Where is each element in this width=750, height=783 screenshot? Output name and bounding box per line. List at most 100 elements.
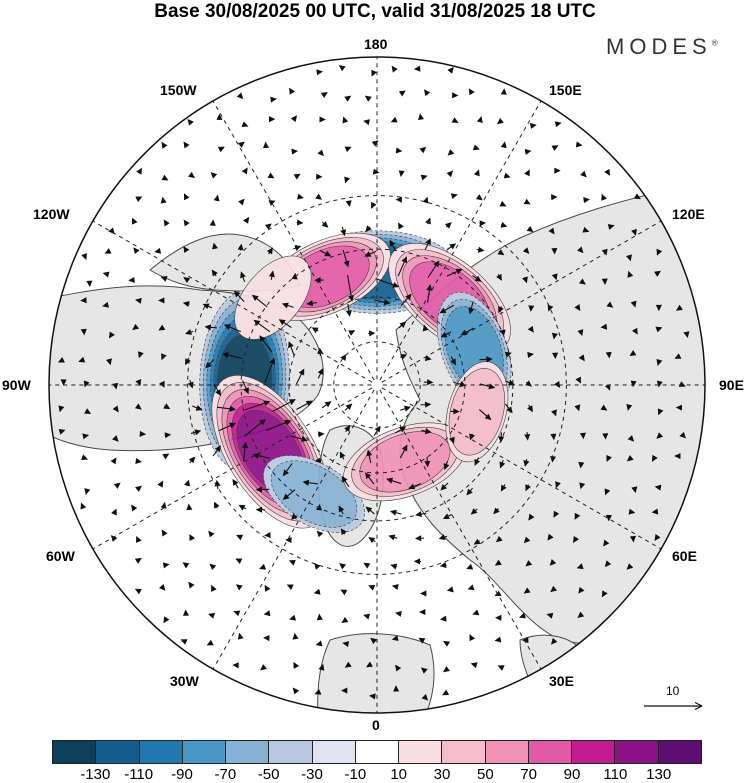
colorbar-cell [615,741,659,763]
wind-vector [474,457,481,466]
wind-vector [113,482,121,489]
wind-vector [422,324,429,332]
wind-vector [440,482,449,491]
wind-vector [548,227,555,235]
wind-vector [316,530,324,538]
brand-mark: ® [711,38,718,48]
wind-vector [418,637,426,644]
wind-vector [466,487,474,496]
wind-vector [389,239,396,251]
wind-vector [583,197,590,204]
colorbar-cell [139,741,183,763]
wind-vector [163,219,170,227]
wind-vector [212,242,219,250]
wind-vector [390,563,398,570]
wind-vector [314,457,322,464]
wind-vector [467,584,475,591]
wind-vector [233,290,245,303]
wind-vector [131,504,138,512]
wind-vector [188,171,195,179]
wind-vector [408,483,422,490]
wind-vector [579,482,586,490]
wind-vector [473,538,481,545]
colorbar-cell [399,741,443,763]
wind-vector [628,508,636,515]
wind-vector [675,404,683,411]
wind-vector [238,198,245,206]
wind-vector [135,485,142,492]
wind-vector [421,693,429,701]
wind-vector [633,193,641,200]
wind-vector [547,533,554,541]
wind-vector [422,196,429,204]
wind-vector [342,249,350,268]
arabia [519,634,591,702]
wind-vector [102,271,110,278]
wind-vector [466,563,474,570]
wind-vector [629,350,637,357]
wind-vector [523,198,531,205]
wind-vector [679,431,686,439]
wind-vector [344,403,353,411]
wind-vector [469,634,476,642]
wind-vector [286,584,294,591]
wind-vector [208,530,215,538]
wind-vector [136,167,143,175]
brand-logo: MODES® [606,34,718,60]
wind-vector [316,69,324,76]
wind-vector [600,404,608,411]
wind-vector [413,558,422,565]
wind-vector [80,328,87,336]
wind-vector [420,667,428,674]
polar-map [48,56,706,714]
wind-vector [550,585,558,593]
wind-vector [550,433,557,441]
wind-vector [211,584,217,592]
wind-vector [369,693,376,700]
wind-vector [631,327,638,335]
wind-vector [655,304,662,312]
wind-vector [442,689,450,696]
wind-vector [554,167,561,174]
wind-vector [438,534,448,540]
meridian [212,100,375,381]
wind-vector [137,351,144,359]
colorbar-cell [442,741,486,763]
wind-vector [394,610,402,617]
wind-vector [427,260,440,279]
wind-vector [267,172,275,179]
wind-vector [182,562,190,569]
wind-vector [184,479,190,487]
wind-vector [110,457,117,465]
wind-vector [290,435,308,442]
lon-label-120w: 120W [33,206,70,222]
wind-vector [524,169,530,177]
wind-vector [395,664,402,672]
wind-vector [241,121,249,127]
colorbar-tick-label: -30 [301,766,323,783]
wind-vector [374,299,391,306]
wind-vector [292,632,299,640]
wind-vector [290,115,298,123]
wind-vector [111,508,117,516]
meridian [212,389,375,670]
wind-vector [579,432,586,440]
wind-vector [479,220,487,227]
colorbar-cell [572,741,616,763]
wind-vector [439,615,447,622]
wind-vector [321,401,332,409]
wind-vector [297,193,304,200]
wind-vector [158,297,165,304]
wind-vector [296,219,304,226]
wind-vector [281,302,294,309]
wind-vector [244,419,267,437]
colorbar-tick-label: 10 [390,766,407,783]
wind-vector [237,632,244,640]
wind-vector [494,559,502,566]
lon-label-30e: 30E [549,673,574,689]
wind-vector [656,359,663,366]
wind-vector [424,355,432,362]
wind-vector [78,356,86,363]
wind-vector [368,330,376,337]
wind-vector [317,149,324,157]
